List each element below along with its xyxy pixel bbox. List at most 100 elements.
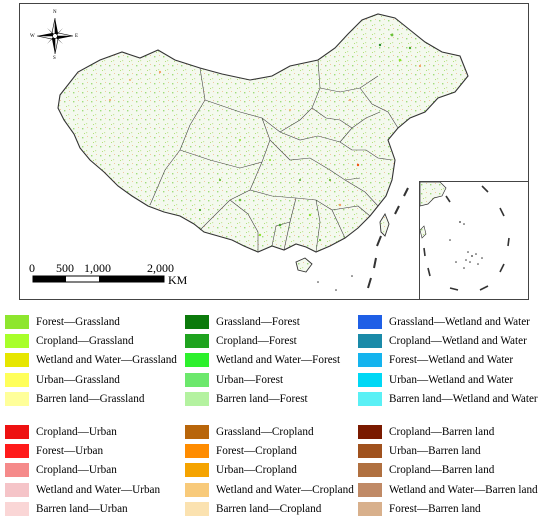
legend-label: Barren land—Wetland and Water [389,392,538,405]
legend-item: Forest—Wetland and Water [358,352,513,368]
legend-label: Wetland and Water—Cropland [216,483,354,496]
legend-label: Wetland and Water—Barren land [389,483,538,496]
hainan-island [295,257,313,273]
legend-swatch [358,482,382,497]
legend-item: Barren land—Grassland [5,391,144,407]
legend-swatch [185,425,209,439]
legend-label: Cropland—Forest [216,335,297,348]
legend-swatch [358,463,382,478]
legend-label: Cropland—Urban [36,426,117,438]
legend-item: Grassland—Forest [185,314,300,330]
legend-item: Barren land—Forest [185,391,308,407]
legend-label: Wetland and Water—Urban [36,483,161,496]
legend-item: Cropland—Forest [185,333,297,349]
legend-swatch [5,501,29,516]
legend-swatch [185,334,209,349]
legend-swatch [5,315,29,329]
legend-swatch [5,334,29,349]
legend-label: Urban—Grassland [36,373,120,386]
legend-item: Wetland and Water—Barren land [358,482,538,498]
legend-swatch [5,482,29,497]
legend-label: Barren land—Forest [216,392,308,405]
legend-label: Wetland and Water—Grassland [36,354,177,367]
south-china-sea-inset [419,181,529,300]
legend-label: Urban—Forest [216,373,284,386]
scale-tick-1000: 1,000 [84,261,111,275]
legend-swatch [358,501,382,516]
legend-item: Wetland and Water—Cropland [185,482,354,498]
legend-swatch [5,425,29,439]
scale-bar-graphic [32,275,165,283]
legend-swatch [5,391,29,406]
legend-item: Forest—Urban [5,443,103,459]
legend-label: Grassland—Forest [216,316,300,328]
sea-boundary-dashes [367,187,409,289]
legend-swatch [185,463,209,478]
legend-item: Wetland and Water—Grassland [5,352,177,368]
legend-swatch [5,444,29,459]
legend-swatch [185,315,209,329]
china-map [32,13,469,291]
legend-label: Wetland and Water—Forest [216,354,341,367]
legend-swatch [358,372,382,387]
legend-item: Urban—Barren land [358,443,481,459]
legend-item: Cropland—Wetland and Water [358,333,527,349]
legend-label: Forest—Wetland and Water [389,354,514,367]
legend-label: Grassland—Wetland and Water [389,316,530,328]
legend-swatch [5,353,29,368]
legend-label: Cropland—Urban [36,464,117,477]
legend-swatch [358,334,382,349]
legend-item: Urban—Cropland [185,462,297,478]
legend-item: Cropland—Urban [5,424,117,440]
legend-item: Cropland—Barren land [358,424,494,440]
small-islands [317,275,353,291]
compass-west-label: W [30,34,35,39]
compass-east-label: E [75,34,79,39]
legend-item: Cropland—Barren land [358,462,494,478]
legend-item: Urban—Wetland and Water [358,372,513,388]
legend-swatch [185,501,209,516]
legend-item: Urban—Forest [185,372,283,388]
legend-swatch [358,444,382,459]
legend-swatch [185,482,209,497]
legend-item: Barren land—Wetland and Water [358,391,538,407]
legend-label: Urban—Wetland and Water [389,373,514,386]
compass-icon [36,17,74,55]
legend-item: Grassland—Cropland [185,424,314,440]
legend-label: Forest—Cropland [216,445,297,458]
legend-item: Forest—Cropland [185,443,297,459]
legend-item: Urban—Grassland [5,372,120,388]
legend-label: Forest—Urban [36,445,104,458]
legend-swatch [185,391,209,406]
legend-swatch [358,391,382,406]
legend-item: Grassland—Wetland and Water [358,314,530,330]
scale-tick-2000: 2,000 [147,261,174,275]
scale-tick-0: 0 [29,261,35,275]
legend-item: Cropland—Grassland [5,333,134,349]
legend-item: Wetland and Water—Forest [185,352,340,368]
legend-label: Cropland—Wetland and Water [389,335,527,348]
legend-label: Grassland—Cropland [216,426,314,438]
land-change-specks [109,33,422,242]
legend-label: Urban—Barren land [389,445,481,458]
legend-item: Barren land—Cropland [185,501,321,517]
legend-item: Cropland—Urban [5,462,117,478]
legend-swatch [358,353,382,368]
scale-tick-500: 500 [56,261,74,275]
province-boundaries [149,59,399,253]
legend-label: Forest—Grassland [36,316,120,328]
legend-item: Barren land—Urban [5,501,128,517]
legend-item: Wetland and Water—Urban [5,482,160,498]
legend-swatch [5,463,29,478]
scale-unit: KM [168,273,188,287]
legend-swatch [185,372,209,387]
legend-label: Cropland—Barren land [389,464,495,477]
legend-label: Barren land—Cropland [216,502,322,515]
legend-swatch [5,372,29,387]
legend-item: Forest—Grassland [5,314,120,330]
legend-label: Forest—Barren land [389,502,481,515]
compass-south-label: S [53,56,56,61]
legend-swatch [185,444,209,459]
compass-north-label: N [53,10,57,15]
